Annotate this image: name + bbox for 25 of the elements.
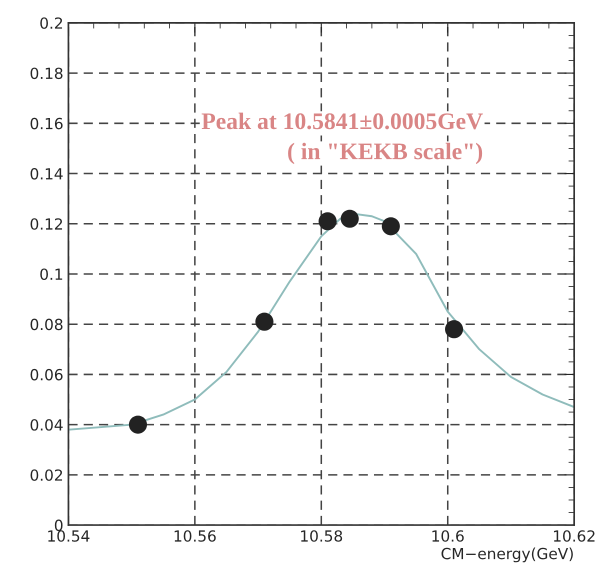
y-tick-label: 0.18 (30, 68, 63, 80)
point (255, 312, 274, 331)
annotation: Peak at 10.5841±0.0005GeV (202, 112, 483, 130)
annotation: ( in "KEKB scale") (288, 142, 482, 164)
x-tick-label: 10.58 (301, 530, 342, 542)
y-tick-label: 0.08 (30, 318, 63, 330)
y-tick-label: 0.2 (40, 17, 62, 29)
y-tick-label: 0.16 (30, 118, 63, 130)
x-tick-label: 10.54 (48, 530, 90, 542)
point (128, 416, 148, 434)
y-tick-label: 0.12 (30, 218, 62, 230)
point (445, 320, 464, 338)
y-tick-label: 0.04 (30, 419, 63, 431)
point (340, 210, 359, 228)
x-tick-label: 10.6 (432, 530, 464, 542)
x-axis-title: CM−energy(GeV) (442, 548, 573, 562)
y-tick-label: 0.02 (30, 469, 62, 481)
point (382, 217, 400, 236)
y-tick-label: 0 (54, 520, 63, 532)
point (318, 212, 337, 230)
y-tick-label: 0.1 (40, 268, 62, 280)
x-tick-label: 10.56 (174, 530, 216, 542)
y-tick-label: 0.06 (30, 368, 63, 380)
y-tick-label: 0.14 (30, 168, 63, 180)
x-tick-label: 10.62 (554, 530, 595, 542)
